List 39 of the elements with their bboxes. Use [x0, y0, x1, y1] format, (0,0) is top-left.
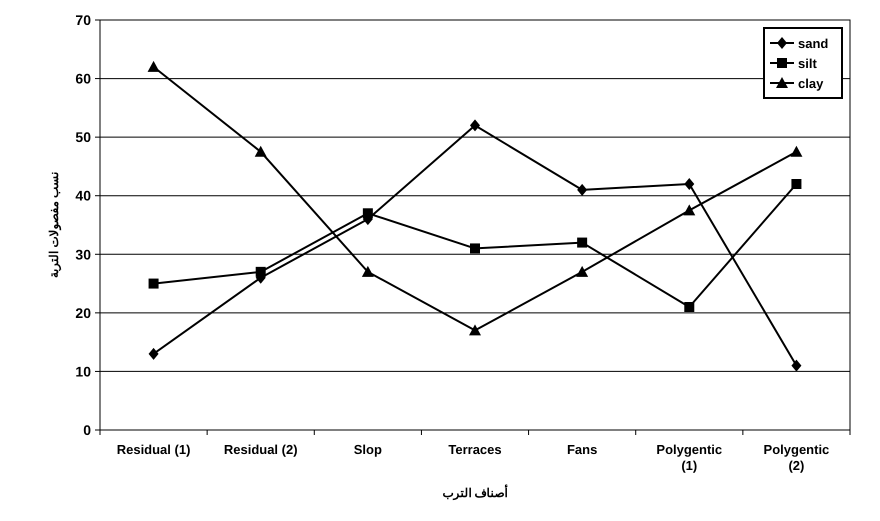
point: [576, 266, 588, 277]
x-tick-label: Fans: [566, 442, 598, 457]
point: [577, 238, 588, 248]
x-tick-label: Residual (2): [224, 442, 298, 457]
y-axis-title: نسب مفصولات التربة: [47, 172, 62, 278]
point: [791, 360, 802, 372]
point: [148, 278, 159, 289]
y-tick-label: 40: [75, 188, 92, 204]
legend-label: clay: [798, 76, 824, 91]
x-tick-label: Terraces: [448, 442, 502, 457]
y-tick-label: 50: [75, 129, 92, 146]
point: [684, 178, 694, 190]
point: [791, 179, 802, 189]
point: [577, 184, 588, 196]
point: [469, 324, 481, 336]
x-tick-label: Residual (1): [116, 442, 190, 457]
y-tick-label: 70: [75, 12, 92, 28]
y-tick-label: 20: [75, 304, 92, 321]
point: [148, 348, 159, 360]
point: [470, 119, 480, 132]
x-tick-label: Polygentic (1): [656, 442, 722, 473]
point: [362, 208, 373, 218]
point: [256, 266, 266, 277]
y-tick-label: 60: [75, 70, 92, 87]
x-tick-label: Polygentic (2): [764, 442, 830, 473]
point: [790, 146, 802, 157]
point: [148, 60, 160, 72]
x-axis-title: أصناف الترب: [442, 485, 508, 501]
y-tick-label: 0: [83, 422, 92, 438]
point: [684, 302, 694, 312]
point: [683, 204, 696, 216]
y-tick-label: 10: [75, 363, 92, 380]
point: [254, 146, 267, 157]
y-tick-label: 30: [75, 246, 92, 262]
point: [470, 243, 480, 254]
point: [362, 266, 374, 277]
legend-label: sand: [798, 36, 828, 51]
legend-label: silt: [798, 56, 818, 71]
x-tick-label: Slop: [354, 442, 382, 457]
